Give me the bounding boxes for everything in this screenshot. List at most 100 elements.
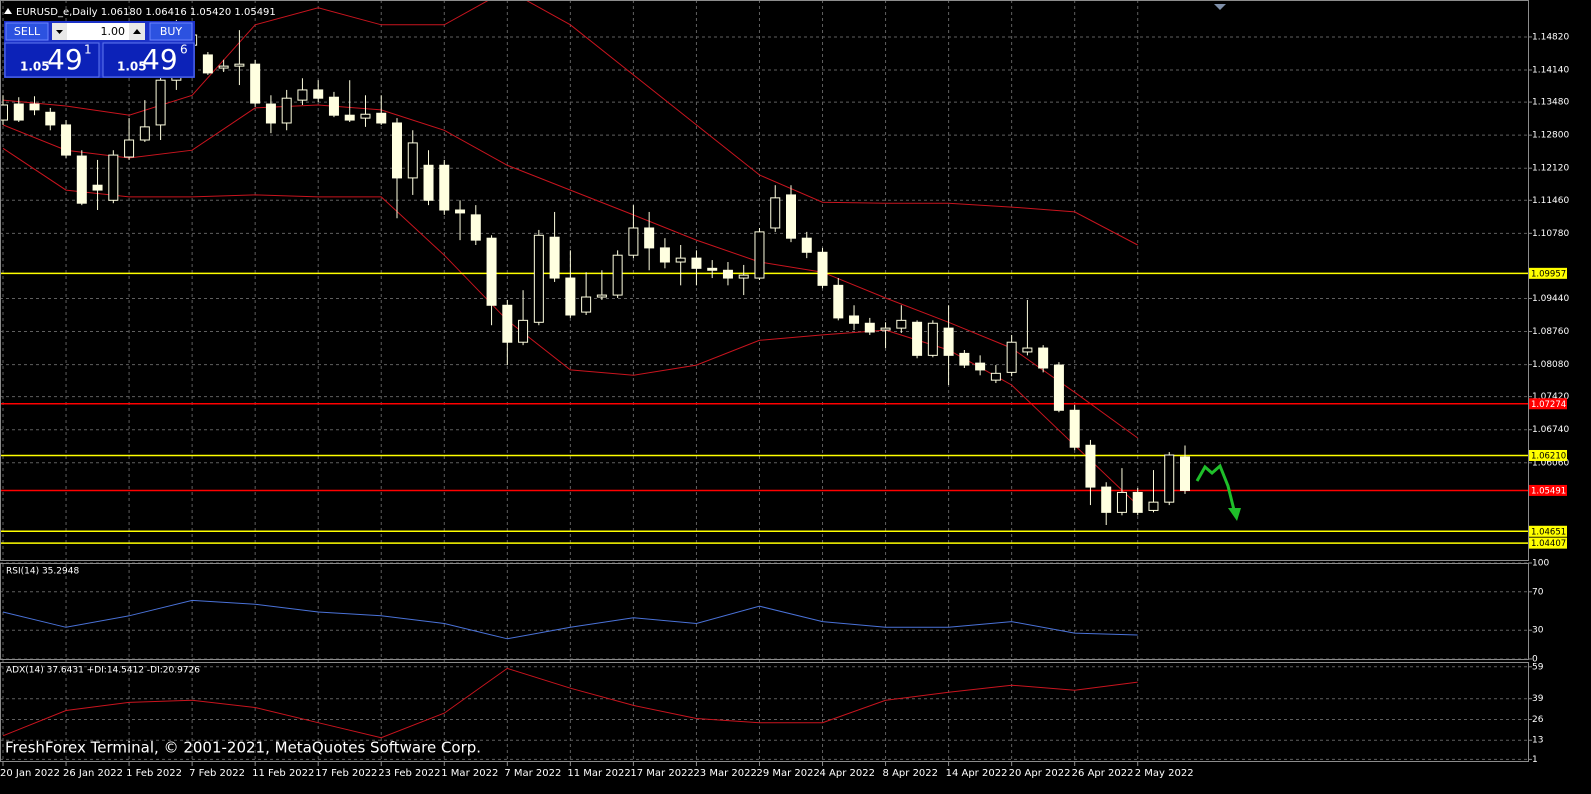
candle-body: [281, 97, 292, 124]
forecast-arrow: [1195, 463, 1241, 521]
candle-body: [912, 321, 923, 356]
sell-button[interactable]: [5, 22, 49, 41]
candle-body: [29, 103, 40, 111]
y-tick-label: 13: [1532, 736, 1543, 746]
candle-body: [1101, 486, 1112, 513]
ask-big: 49: [142, 43, 178, 76]
y-tick-label: 1.13480: [1532, 98, 1569, 108]
level-label: 1.05491: [1531, 486, 1566, 496]
ask-base: 1.05: [117, 60, 147, 74]
candle-body: [675, 257, 686, 263]
candle-body: [45, 111, 56, 126]
candle-body: [849, 315, 860, 324]
x-tick-label: 23 Feb 2022: [378, 768, 440, 779]
x-tick-label: 26 Apr 2022: [1072, 768, 1134, 779]
buy-button[interactable]: [149, 22, 193, 41]
candle-body: [439, 164, 450, 211]
candle-body: [124, 139, 135, 158]
candle-body: [297, 89, 308, 101]
x-tick-label: 8 Apr 2022: [883, 768, 938, 779]
y-tick-label: 100: [1532, 559, 1549, 569]
collapse-icon[interactable]: [4, 8, 12, 14]
x-tick-label: 29 Mar 2022: [756, 768, 819, 779]
shift-marker: [1214, 4, 1226, 10]
rsi-window: [2, 599, 1138, 640]
y-tick-label: 1.06060: [1532, 458, 1569, 468]
candle-body: [313, 89, 324, 99]
level-label: 1.04651: [1531, 527, 1566, 537]
candle-body: [943, 327, 954, 356]
candle-body: [76, 155, 87, 204]
x-tick-label: 7 Feb 2022: [189, 768, 245, 779]
bid-box[interactable]: [4, 42, 100, 78]
copyright: FreshForex Terminal, © 2001-2021, MetaQu…: [5, 739, 481, 757]
main-frame: [0, 0, 1529, 561]
candle-body: [470, 214, 481, 241]
candle-body: [518, 319, 529, 343]
ohlc-low: 1.05420: [190, 7, 231, 18]
y-tick-label: 1.14820: [1532, 32, 1569, 42]
ask-point: 6: [180, 43, 188, 57]
candle-body: [1148, 501, 1159, 511]
y-tick-label: 1.14140: [1532, 66, 1569, 76]
level-label: 1.04407: [1531, 539, 1566, 549]
level-label: 1.07274: [1531, 400, 1566, 410]
candle-body: [533, 234, 544, 323]
band-line: [2, 0, 1138, 246]
candle-body: [376, 112, 387, 124]
candle-body: [770, 197, 781, 229]
y-tick-label: 26: [1532, 715, 1544, 725]
candle-body: [92, 184, 103, 191]
x-tick-label: 7 Mar 2022: [504, 768, 561, 779]
candle-body: [423, 164, 434, 201]
candle-body: [864, 322, 875, 333]
candle-body: [707, 267, 718, 271]
candle-body: [360, 113, 371, 119]
y-tick-label: 1.08760: [1532, 327, 1569, 337]
chart-header: EURUSD_e,Daily 1.06180 1.06416 1.05420 1…: [16, 7, 276, 18]
candle-body: [202, 54, 213, 74]
up-arrow: [133, 29, 141, 34]
y-tick-label: 1.09440: [1532, 294, 1569, 304]
x-tick-label: 11 Mar 2022: [567, 768, 630, 779]
x-tick-label: 17 Mar 2022: [630, 768, 693, 779]
lots-field[interactable]: [67, 23, 129, 40]
level-tag: [1529, 537, 1567, 549]
symbol: EURUSD_e,Daily: [16, 7, 98, 18]
candle-body: [1038, 347, 1049, 369]
adx-title: ADX(14) 37.6431 +DI:14.5412 -DI:20.9726: [6, 666, 200, 676]
candle-body: [218, 65, 229, 69]
x-tick-label: 1 Mar 2022: [441, 768, 498, 779]
trade-panel: SELL 1.00 BUY 1.05 49 1 1.05 49 6: [4, 21, 195, 78]
ohlc-high: 1.06416: [145, 7, 186, 18]
candle-body: [1069, 409, 1080, 448]
y-tick-label: 0: [1532, 655, 1538, 665]
candle-body: [139, 126, 150, 141]
x-tick-label: 4 Apr 2022: [820, 768, 875, 779]
candle-body: [1164, 454, 1175, 503]
ohlc-close: 1.05491: [234, 7, 275, 18]
y-tick-label: 1.12800: [1532, 131, 1569, 141]
candle-body: [1022, 347, 1033, 353]
candle-body: [344, 114, 355, 121]
candle-body: [596, 294, 607, 298]
x-tick-label: 26 Jan 2022: [63, 768, 123, 779]
ask-box[interactable]: [102, 42, 195, 78]
lots-value: 1.00: [101, 25, 126, 38]
candle-body: [234, 63, 245, 67]
candle-body: [392, 122, 402, 179]
x-tick-label: 14 Apr 2022: [946, 768, 1008, 779]
candle-body: [927, 322, 938, 356]
candle-body: [108, 154, 119, 201]
indicator-line: [2, 599, 1138, 640]
bid-big: 49: [47, 43, 83, 76]
buy-label: BUY: [160, 25, 183, 38]
indicator-line: [2, 667, 1138, 739]
adx-frame: [0, 662, 1529, 762]
candle-body: [1085, 444, 1096, 488]
y-tick-label: 1.07420: [1532, 392, 1569, 402]
y-tick-label: 1.06740: [1532, 425, 1569, 435]
x-tick-label: 20 Apr 2022: [1009, 768, 1071, 779]
